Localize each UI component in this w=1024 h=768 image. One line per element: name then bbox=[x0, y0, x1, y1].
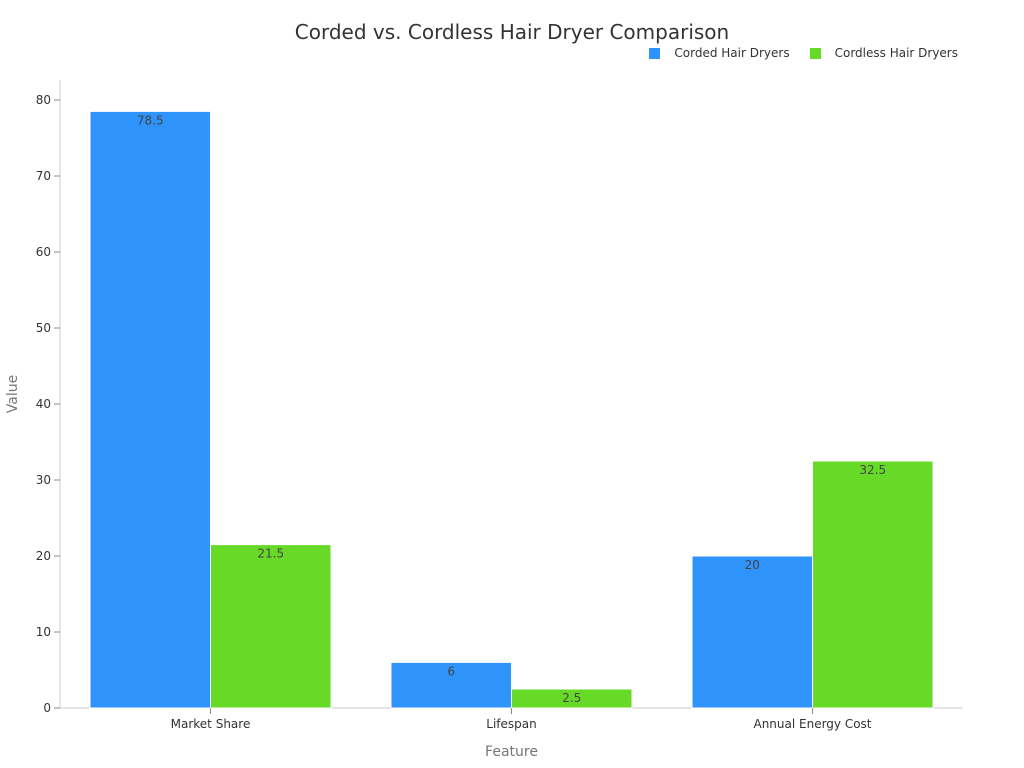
y-tick-label: 70 bbox=[36, 169, 51, 183]
y-tick-label: 0 bbox=[43, 701, 51, 715]
bar-value-label: 32.5 bbox=[859, 463, 886, 477]
chart-title: Corded vs. Cordless Hair Dryer Compariso… bbox=[294, 20, 730, 44]
bar-corded-annual-energy-cost[interactable] bbox=[691, 555, 813, 709]
y-tick-label: 20 bbox=[36, 549, 51, 563]
y-tick-label: 60 bbox=[36, 245, 51, 259]
bar-corded-lifespan[interactable] bbox=[390, 661, 512, 709]
bar-value-label: 2.5 bbox=[562, 691, 581, 705]
bar-corded-market-share[interactable] bbox=[89, 110, 211, 709]
y-tick-label: 80 bbox=[36, 93, 51, 107]
y-tick-label: 30 bbox=[36, 473, 51, 487]
legend-swatch-cordless bbox=[809, 47, 821, 59]
legend-label-corded: Corded Hair Dryers bbox=[674, 46, 790, 60]
bar-cordless-market-share[interactable] bbox=[210, 544, 332, 709]
legend-label-cordless: Cordless Hair Dryers bbox=[834, 46, 958, 60]
legend-item-corded[interactable]: Corded Hair Dryers bbox=[649, 46, 790, 60]
y-axis-title: Value bbox=[5, 375, 21, 413]
y-tick-label: 50 bbox=[36, 321, 51, 335]
legend: Corded Hair Dryers Cordless Hair Dryers bbox=[649, 46, 958, 60]
bar-cordless-lifespan[interactable] bbox=[511, 688, 633, 709]
bar-value-label: 21.5 bbox=[257, 547, 284, 561]
x-tick-label: Lifespan bbox=[486, 717, 536, 731]
bar-value-label: 6 bbox=[447, 664, 455, 678]
legend-swatch-corded bbox=[649, 47, 661, 59]
x-tick-label: Market Share bbox=[171, 717, 251, 731]
x-tick-label: Annual Energy Cost bbox=[753, 717, 871, 731]
bar-cordless-annual-energy-cost[interactable] bbox=[812, 460, 934, 709]
y-tick-label: 40 bbox=[36, 397, 51, 411]
bar-value-label: 20 bbox=[745, 558, 760, 572]
legend-item-cordless[interactable]: Cordless Hair Dryers bbox=[809, 46, 958, 60]
y-tick-label: 10 bbox=[36, 625, 51, 639]
x-axis-title: Feature bbox=[485, 744, 538, 760]
bar-value-label: 78.5 bbox=[137, 113, 164, 127]
